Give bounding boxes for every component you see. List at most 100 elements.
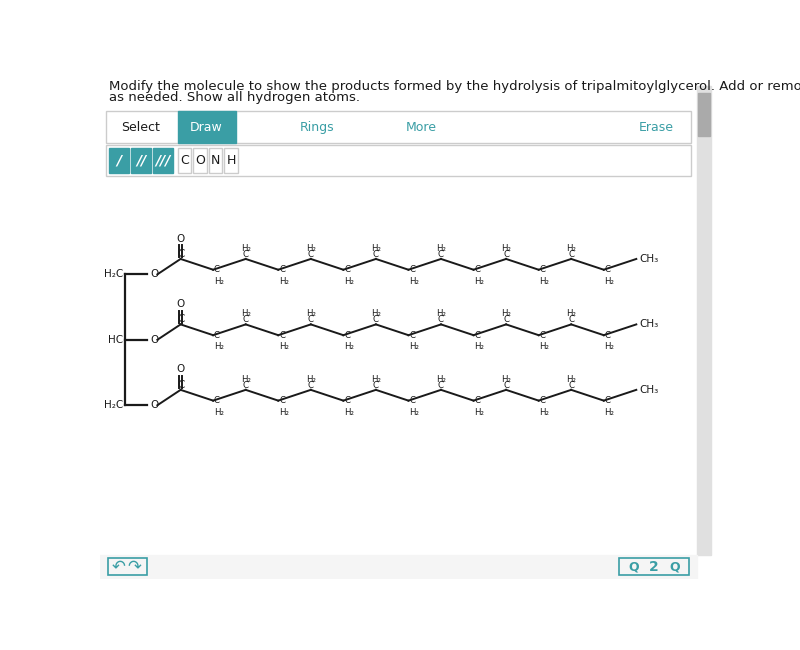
Bar: [106, 145, 691, 176]
Text: H₂: H₂: [241, 309, 250, 318]
Text: as needed. Show all hydrogen atoms.: as needed. Show all hydrogen atoms.: [110, 91, 360, 104]
Text: C: C: [373, 381, 379, 390]
Text: H₂: H₂: [344, 277, 354, 285]
Text: C: C: [474, 396, 480, 405]
Text: C: C: [410, 265, 415, 274]
Text: H₂: H₂: [436, 309, 446, 318]
Text: H₂: H₂: [344, 342, 354, 351]
Text: C: C: [308, 250, 314, 259]
Text: H₂: H₂: [566, 244, 576, 253]
Text: Erase: Erase: [639, 121, 674, 134]
Text: C: C: [568, 315, 574, 324]
Bar: [619, 558, 689, 575]
Text: C: C: [177, 315, 184, 324]
Text: H₂: H₂: [279, 342, 289, 351]
Text: H₂C: H₂C: [104, 400, 123, 410]
Bar: [698, 94, 710, 136]
Text: H₂: H₂: [501, 309, 511, 318]
Text: C: C: [214, 265, 220, 274]
Text: H₂: H₂: [371, 309, 381, 318]
Bar: [193, 148, 207, 173]
Text: C: C: [605, 331, 610, 340]
Text: O: O: [195, 154, 205, 167]
Text: H₂: H₂: [410, 277, 419, 285]
Bar: [100, 555, 697, 578]
Text: O: O: [150, 335, 158, 344]
Text: C: C: [503, 381, 509, 390]
Text: C: C: [308, 315, 314, 324]
Text: C: C: [242, 250, 249, 259]
Bar: [178, 148, 191, 173]
Text: //: //: [136, 153, 146, 168]
Text: H₂: H₂: [371, 244, 381, 253]
Text: ///: ///: [155, 153, 170, 168]
Text: O: O: [177, 299, 185, 309]
Text: H₂: H₂: [474, 342, 484, 351]
Text: Q: Q: [628, 560, 638, 573]
Text: H₂: H₂: [474, 277, 484, 285]
Text: H₂: H₂: [474, 408, 484, 417]
Text: C: C: [214, 396, 220, 405]
Text: HC: HC: [108, 335, 123, 344]
Text: H₂: H₂: [279, 277, 289, 285]
Bar: [178, 111, 236, 144]
Text: H₂: H₂: [306, 309, 316, 318]
Text: C: C: [308, 381, 314, 390]
Text: H₂: H₂: [306, 244, 316, 253]
Text: H₂: H₂: [501, 244, 511, 253]
Text: H₂: H₂: [436, 244, 446, 253]
Text: H₂: H₂: [279, 408, 289, 417]
Text: C: C: [279, 265, 285, 274]
Text: H₂: H₂: [566, 374, 576, 384]
Text: C: C: [344, 396, 350, 405]
Text: C: C: [279, 331, 285, 340]
Bar: [110, 148, 130, 173]
Text: C: C: [410, 331, 415, 340]
Text: C: C: [438, 250, 444, 259]
Text: H₂: H₂: [605, 342, 614, 351]
Text: O: O: [150, 400, 158, 410]
Text: Draw: Draw: [190, 121, 222, 134]
Text: C: C: [438, 381, 444, 390]
Text: H₂: H₂: [344, 408, 354, 417]
Text: C: C: [344, 331, 350, 340]
Text: C: C: [539, 265, 546, 274]
Text: C: C: [474, 331, 480, 340]
Text: H₂: H₂: [539, 408, 550, 417]
Bar: [224, 148, 238, 173]
Text: ↶: ↶: [112, 558, 126, 576]
Text: H₂: H₂: [436, 374, 446, 384]
Text: H₂: H₂: [410, 408, 419, 417]
Text: C: C: [373, 315, 379, 324]
Text: C: C: [410, 396, 415, 405]
Text: H₂: H₂: [539, 277, 550, 285]
Text: H₂: H₂: [214, 277, 224, 285]
Text: O: O: [177, 233, 185, 244]
Text: N: N: [210, 154, 220, 167]
Text: C: C: [177, 249, 184, 259]
Text: H₂: H₂: [605, 408, 614, 417]
Text: H₂: H₂: [214, 342, 224, 351]
Text: H: H: [226, 154, 236, 167]
Text: H₂: H₂: [566, 309, 576, 318]
Text: Select: Select: [121, 121, 160, 134]
Text: O: O: [150, 269, 158, 280]
Text: C: C: [438, 315, 444, 324]
Text: CH₃: CH₃: [639, 319, 658, 330]
Text: H₂: H₂: [501, 374, 511, 384]
Text: C: C: [373, 250, 379, 259]
Text: C: C: [503, 315, 509, 324]
Text: H₂: H₂: [241, 244, 250, 253]
Bar: [697, 86, 710, 555]
Text: C: C: [180, 154, 189, 167]
Text: More: More: [406, 121, 437, 134]
Text: H₂: H₂: [605, 277, 614, 285]
Text: C: C: [214, 331, 220, 340]
Text: C: C: [242, 381, 249, 390]
Text: ↷: ↷: [127, 558, 141, 576]
Text: C: C: [242, 315, 249, 324]
Text: Modify the molecule to show the products formed by the hydrolysis of tripalmitoy: Modify the molecule to show the products…: [110, 79, 800, 92]
Text: Rings: Rings: [300, 121, 334, 134]
Bar: [108, 558, 146, 575]
Text: CH₃: CH₃: [639, 254, 658, 264]
